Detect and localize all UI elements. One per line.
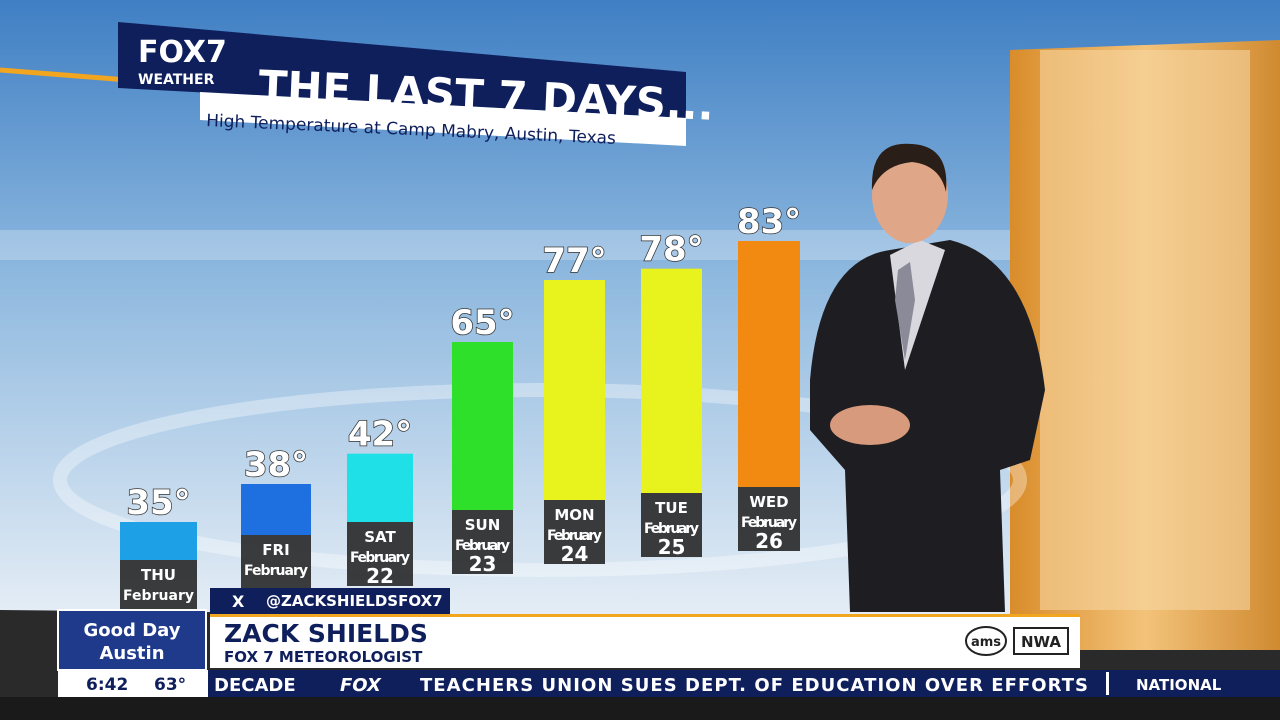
date-box [452, 510, 513, 574]
value-label: 77° [542, 241, 606, 281]
month-label: February [741, 515, 797, 531]
day-label: SUN [465, 516, 501, 534]
horizon-band [0, 230, 1010, 260]
month-label: February [644, 521, 699, 537]
subtitle-bg [200, 92, 686, 146]
value-label: 65° [450, 303, 514, 343]
date-box [641, 493, 702, 557]
handle-icon: X [232, 592, 245, 611]
badge-nwa [1013, 627, 1069, 655]
bar [452, 342, 513, 510]
badge-ams [965, 626, 1007, 656]
wall-panel [1040, 50, 1250, 610]
bar [241, 484, 311, 535]
logo-sub: WEATHER [138, 72, 215, 88]
value-label: 35° [126, 483, 190, 523]
logo: FOX7 [138, 35, 227, 70]
show-line2: Austin [99, 643, 164, 664]
month-label: February [455, 538, 510, 554]
handle-bg [210, 588, 450, 614]
day-label: THU [141, 566, 176, 584]
badge-ams-text: ams [971, 635, 1001, 650]
month-label: February [244, 563, 308, 579]
day-label: TUE [655, 499, 688, 517]
ring [53, 383, 1027, 577]
date-box [738, 487, 800, 551]
presenter-role: FOX 7 METEOROLOGIST [224, 648, 423, 666]
name-accent [210, 614, 1080, 617]
date-label: 23 [469, 552, 497, 576]
value-label: 42° [348, 415, 412, 455]
presenter [810, 143, 1045, 612]
handle: @ZACKSHIELDSFOX7 [266, 592, 443, 610]
day-label: SAT [364, 528, 396, 546]
day-label: WED [749, 493, 788, 511]
bar [544, 280, 605, 500]
value-label: 83° [737, 202, 801, 242]
show-logo [57, 609, 207, 671]
bottom-strip [0, 697, 1280, 720]
day-label: MON [554, 506, 594, 524]
name-bg [210, 614, 1080, 668]
value-label: 78° [639, 230, 703, 270]
presenter-name: ZACK SHIELDS [224, 619, 428, 648]
bar [120, 522, 197, 560]
badge-nwa-text: NWA [1021, 633, 1061, 651]
value-label: 38° [244, 445, 308, 485]
bar [641, 268, 702, 493]
date-label: 26 [755, 529, 783, 553]
ticker-divider [1106, 672, 1109, 695]
date-box [544, 500, 605, 564]
bar [347, 453, 413, 522]
ticker-bg [208, 670, 1280, 697]
time-bg [58, 670, 208, 697]
ticker-brand: FOX [340, 675, 382, 696]
date-box [347, 522, 413, 586]
ticker-left: DECADE [214, 675, 296, 696]
bars: THUFebruary35°FRIFebruary38°SATFebruary2… [120, 201, 802, 624]
month-label: February [547, 528, 602, 544]
temperature: 63° [154, 675, 186, 695]
ticker-section: NATIONAL [1136, 676, 1222, 694]
bar [738, 241, 800, 487]
date-label: 24 [561, 542, 589, 566]
date-label: 25 [658, 535, 686, 559]
title-bg [118, 22, 686, 118]
show-line1: Good Day [84, 620, 181, 641]
time: 6:42 [86, 675, 128, 695]
month-label: February [350, 550, 410, 566]
day-label: FRI [262, 541, 289, 559]
month-label: February [123, 588, 194, 604]
ticker-headline: TEACHERS UNION SUES DEPT. OF EDUCATION O… [420, 675, 1088, 696]
date-label: 22 [366, 564, 394, 588]
